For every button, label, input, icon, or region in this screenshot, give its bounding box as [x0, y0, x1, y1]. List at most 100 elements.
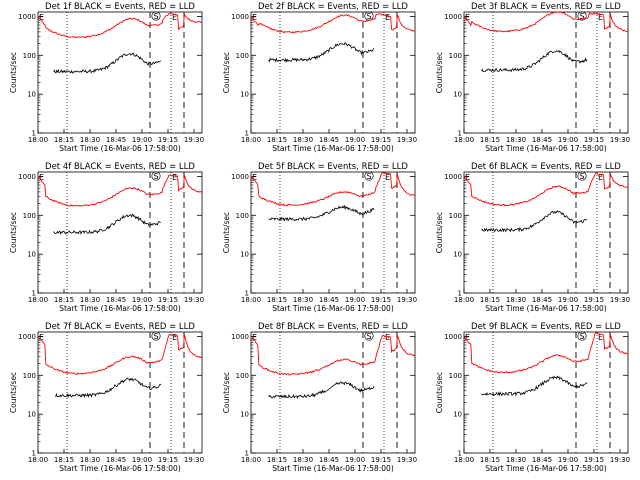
- x-tick-label: 19:30: [610, 136, 630, 144]
- series-black-events-line: [53, 52, 161, 74]
- x-tick-label: 18:30: [80, 296, 100, 304]
- x-tick-label: 18:30: [506, 136, 526, 144]
- marker-e-right: E: [385, 13, 390, 22]
- x-tick-label: 18:00: [241, 296, 261, 304]
- chart-panel-9: Det 9f BLACK = Events, RED = LLD 1 10 100 10…: [435, 322, 630, 473]
- marker-s-circle: [577, 331, 587, 341]
- y-axis-label: Counts/sec: [9, 212, 18, 253]
- marker-s: S: [153, 332, 158, 341]
- marker-e-left: E: [252, 173, 257, 182]
- y-tick-label: 10: [240, 411, 249, 419]
- x-tick-label: 18:30: [506, 296, 526, 304]
- x-tick-label: 19:30: [610, 296, 630, 304]
- y-tick-label: 100: [449, 52, 462, 60]
- x-tick-label: 19:30: [184, 136, 204, 144]
- y-tick-label: 1000: [18, 13, 36, 21]
- x-tick-label: 19:30: [184, 456, 204, 464]
- x-tick-label: 18:00: [454, 296, 474, 304]
- series-red-lld-line: [37, 333, 203, 375]
- x-tick-label: 19:15: [158, 136, 178, 144]
- y-tick-label: 1000: [231, 333, 249, 341]
- series-black-events-line: [481, 209, 588, 233]
- marker-s: S: [153, 172, 158, 181]
- chart-panel-6: Det 6f BLACK = Events, RED = LLD 1 10 100 10…: [435, 162, 630, 313]
- marker-s: S: [579, 12, 584, 21]
- marker-e-right: E: [598, 13, 603, 22]
- x-tick-label: 19:00: [132, 456, 152, 464]
- x-tick-label: 18:45: [532, 296, 552, 304]
- series-red-lld-line: [250, 334, 416, 376]
- x-tick-label: 19:30: [397, 456, 417, 464]
- y-tick-label: 1: [245, 450, 249, 458]
- y-tick-label: 1000: [18, 173, 36, 181]
- chart-title: Det 3f BLACK = Events, RED = LLD: [471, 2, 621, 12]
- marker-e-left: E: [252, 13, 257, 22]
- y-tick-label: 1: [458, 130, 462, 138]
- marker-s: S: [579, 172, 584, 181]
- series-black-events-line: [481, 375, 588, 397]
- x-axis-label: Start Time (16-Mar-06 17:58:00): [272, 144, 394, 153]
- marker-s: S: [366, 172, 371, 181]
- x-tick-label: 19:00: [558, 456, 578, 464]
- x-tick-label: 18:45: [106, 456, 126, 464]
- series-red-lld-line: [463, 172, 629, 207]
- x-tick-label: 18:15: [480, 136, 500, 144]
- x-tick-label: 18:15: [480, 456, 500, 464]
- y-tick-label: 10: [240, 251, 249, 259]
- y-axis-label: Counts/sec: [435, 372, 444, 413]
- y-tick-label: 100: [449, 212, 462, 220]
- x-tick-label: 18:45: [319, 296, 339, 304]
- marker-e-right: E: [172, 173, 177, 182]
- y-tick-label: 1: [32, 130, 36, 138]
- chart-title: Det 8f BLACK = Events, RED = LLD: [258, 322, 408, 332]
- x-tick-label: 18:15: [480, 296, 500, 304]
- series-black-events-line: [268, 41, 375, 63]
- y-tick-label: 100: [23, 212, 36, 220]
- x-tick-label: 19:00: [558, 136, 578, 144]
- marker-e-right: E: [172, 13, 177, 22]
- x-tick-label: 19:00: [132, 136, 152, 144]
- x-tick-label: 18:00: [454, 456, 474, 464]
- x-tick-label: 18:30: [293, 136, 313, 144]
- chart-title: Det 4f BLACK = Events, RED = LLD: [45, 162, 195, 172]
- marker-e-left: E: [39, 173, 44, 182]
- marker-s-circle: [577, 171, 587, 181]
- y-axis-label: Counts/sec: [435, 52, 444, 93]
- marker-e-left: E: [465, 333, 470, 342]
- marker-s-circle: [151, 11, 161, 21]
- x-tick-label: 18:15: [267, 296, 287, 304]
- y-tick-label: 100: [23, 52, 36, 60]
- y-tick-label: 10: [27, 411, 36, 419]
- x-axis-label: Start Time (16-Mar-06 17:58:00): [272, 304, 394, 313]
- chart-panel-5: Det 5f BLACK = Events, RED = LLD 1 10 100 10…: [222, 162, 417, 313]
- x-tick-label: 18:00: [28, 456, 48, 464]
- x-tick-label: 18:45: [532, 136, 552, 144]
- x-tick-label: 18:15: [54, 296, 74, 304]
- y-tick-label: 10: [453, 411, 462, 419]
- chart-title: Det 9f BLACK = Events, RED = LLD: [471, 322, 621, 332]
- x-axis-label: Start Time (16-Mar-06 17:58:00): [485, 304, 607, 313]
- x-tick-label: 19:30: [610, 456, 630, 464]
- series-red-lld-line: [250, 13, 416, 34]
- x-tick-label: 18:30: [293, 456, 313, 464]
- chart-title: Det 6f BLACK = Events, RED = LLD: [471, 162, 621, 172]
- y-tick-label: 1: [245, 290, 249, 298]
- y-tick-label: 1000: [231, 13, 249, 21]
- y-axis-label: Counts/sec: [9, 52, 18, 93]
- x-tick-label: 18:15: [54, 136, 74, 144]
- y-tick-label: 100: [23, 372, 36, 380]
- marker-s: S: [366, 332, 371, 341]
- marker-s-circle: [151, 331, 161, 341]
- y-axis-label: Counts/sec: [222, 52, 231, 93]
- marker-e-left: E: [39, 13, 44, 22]
- y-tick-label: 1000: [444, 13, 462, 21]
- chart-panel-7: Det 7f BLACK = Events, RED = LLD 1 10 100 10…: [9, 322, 204, 473]
- x-tick-label: 18:45: [106, 296, 126, 304]
- y-tick-label: 1: [32, 450, 36, 458]
- marker-e-left: E: [465, 13, 470, 22]
- marker-s-circle: [364, 171, 374, 181]
- plot-frame: [250, 171, 416, 294]
- chart-panel-3: Det 3f BLACK = Events, RED = LLD 1 10 100 10…: [435, 2, 630, 153]
- x-tick-label: 18:00: [28, 136, 48, 144]
